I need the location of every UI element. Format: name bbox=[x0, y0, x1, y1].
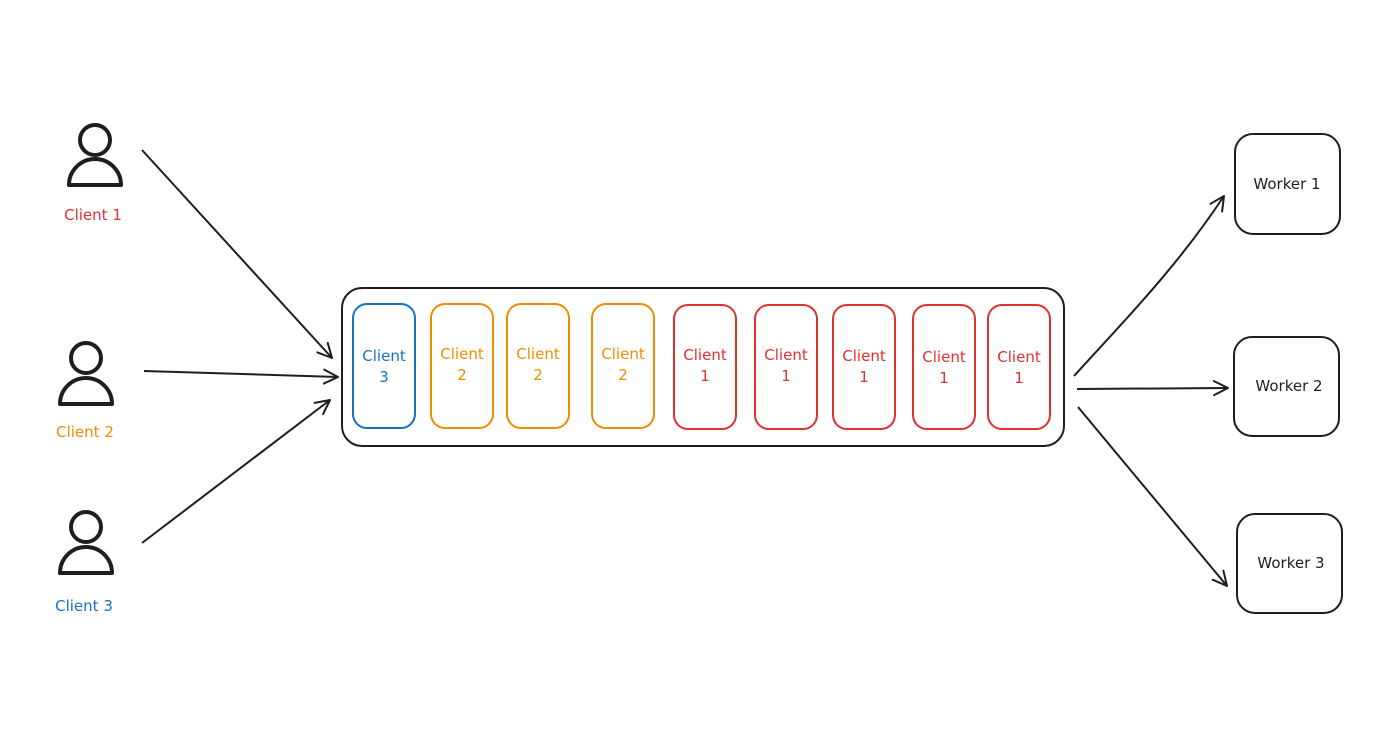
worker-3-label: Worker 3 bbox=[1257, 554, 1324, 572]
arrow-client-3-to-queue bbox=[141, 399, 331, 544]
worker-box bbox=[1236, 513, 1343, 614]
queue-item: Client 2 bbox=[591, 303, 655, 429]
svg-text:3: 3 bbox=[379, 368, 389, 386]
arrow-queue-to-worker-2 bbox=[1076, 380, 1229, 397]
worker-box bbox=[1234, 133, 1341, 235]
svg-text:Client: Client bbox=[683, 346, 727, 364]
queue-item: Client 1 bbox=[987, 304, 1051, 430]
client-2-group: Client 2 bbox=[56, 341, 114, 441]
person-icon bbox=[58, 510, 114, 575]
svg-text:2: 2 bbox=[618, 366, 628, 384]
queue-container bbox=[341, 287, 1065, 447]
svg-text:1: 1 bbox=[781, 367, 791, 385]
queue-items: Client 3 Client 2 Client 2 Client 2 Clie… bbox=[352, 303, 1051, 430]
arrow-client-1-to-queue bbox=[141, 149, 333, 359]
svg-text:Client: Client bbox=[842, 347, 886, 365]
svg-text:2: 2 bbox=[457, 366, 467, 384]
worker-2: Worker 2 bbox=[1233, 336, 1340, 437]
svg-text:1: 1 bbox=[700, 367, 710, 385]
svg-text:2: 2 bbox=[533, 366, 543, 384]
worker-box bbox=[1233, 336, 1340, 437]
svg-text:Client: Client bbox=[601, 345, 645, 363]
queue-item: Client 2 bbox=[506, 303, 570, 429]
client-3-group: Client 3 bbox=[55, 510, 114, 615]
svg-text:1: 1 bbox=[1014, 369, 1024, 387]
client-3-label: Client 3 bbox=[55, 597, 113, 615]
queue-item: Client 2 bbox=[430, 303, 494, 429]
person-icon bbox=[67, 123, 123, 187]
svg-text:1: 1 bbox=[859, 368, 869, 386]
svg-text:Client: Client bbox=[516, 345, 560, 363]
queue-item: Client 1 bbox=[673, 304, 737, 430]
client-1-label: Client 1 bbox=[64, 206, 122, 224]
client-2-label: Client 2 bbox=[56, 423, 114, 441]
worker-1: Worker 1 bbox=[1234, 133, 1341, 235]
queue-item: Client 1 bbox=[832, 304, 896, 430]
worker-2-label: Worker 2 bbox=[1255, 377, 1322, 395]
arrow-queue-to-worker-3 bbox=[1077, 406, 1228, 587]
queue-item: Client 1 bbox=[754, 304, 818, 430]
worker-1-label: Worker 1 bbox=[1253, 175, 1320, 193]
svg-text:1: 1 bbox=[939, 369, 949, 387]
worker-3: Worker 3 bbox=[1236, 513, 1343, 614]
person-icon bbox=[58, 341, 114, 406]
svg-text:Client: Client bbox=[362, 347, 406, 365]
svg-text:Client: Client bbox=[997, 348, 1041, 366]
svg-text:Client: Client bbox=[922, 348, 966, 366]
client-1-group: Client 1 bbox=[64, 123, 123, 224]
arrow-queue-to-worker-1 bbox=[1073, 195, 1225, 377]
queue-item: Client 3 bbox=[352, 303, 416, 429]
svg-text:Client: Client bbox=[764, 346, 808, 364]
arrow-client-2-to-queue bbox=[143, 368, 339, 385]
queue-item: Client 1 bbox=[912, 304, 976, 430]
svg-text:Client: Client bbox=[440, 345, 484, 363]
